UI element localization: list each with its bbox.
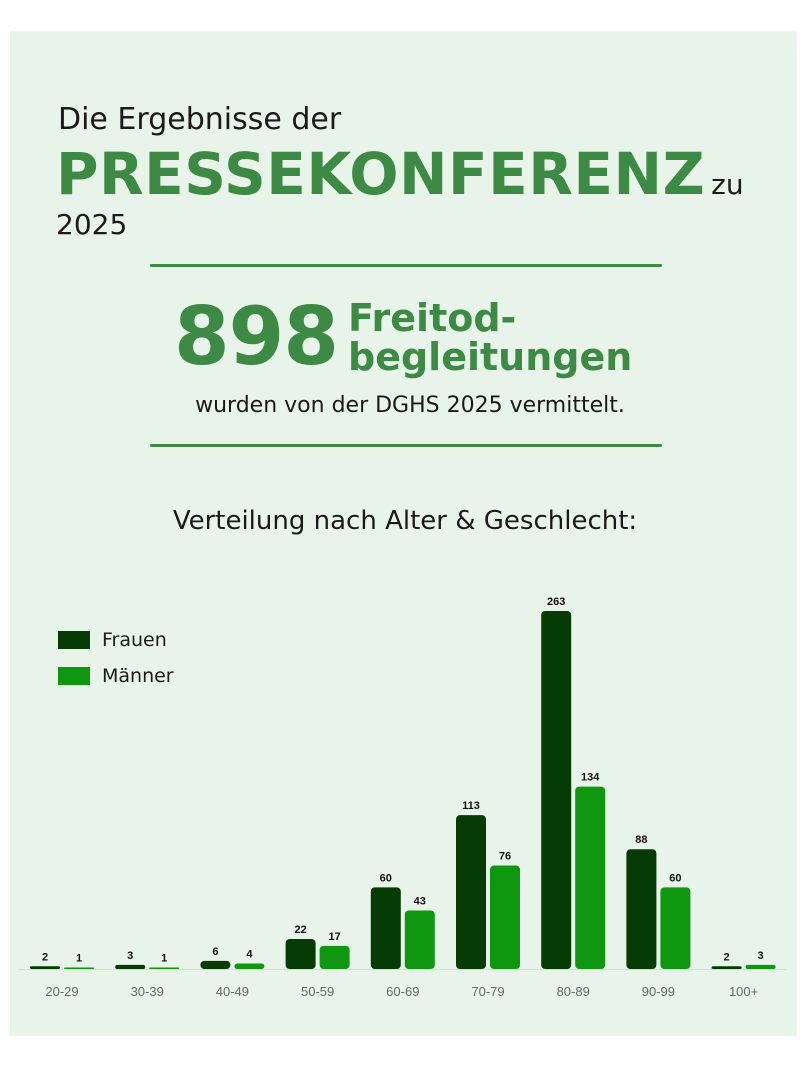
- x-tick-label: 100+: [729, 984, 758, 999]
- bar-value-label: 2: [724, 951, 730, 963]
- bar-frauen-100+: [711, 966, 742, 969]
- bar-value-label: 113: [462, 800, 480, 812]
- legend-label-frauen: Frauen: [102, 629, 167, 651]
- bar-maenner-20-29: [64, 967, 94, 969]
- divider-top: [150, 264, 662, 267]
- bar-value-label: 17: [328, 931, 340, 943]
- bar-maenner-70-79: [490, 865, 520, 969]
- bar-value-label: 263: [547, 596, 565, 608]
- stat-label-line2: begleitungen: [348, 335, 633, 379]
- stat-label-line1: Freitod-: [348, 296, 517, 340]
- divider-bottom: [150, 444, 662, 447]
- legend-swatch-frauen: [58, 631, 90, 649]
- bar-frauen-60-69: [370, 887, 401, 969]
- bar-value-label: 22: [294, 924, 306, 936]
- infographic-card: [10, 31, 797, 1036]
- bar-maenner-30-39: [149, 967, 180, 969]
- bar-maenner-60-69: [404, 910, 435, 969]
- bar-value-label: 134: [581, 772, 600, 784]
- x-tick-label: 90-99: [642, 984, 675, 999]
- chart-legend: Frauen Männer: [58, 622, 174, 694]
- bar-value-label: 43: [414, 895, 426, 907]
- bar-value-label: 1: [76, 953, 82, 965]
- x-tick-label: 60-69: [386, 984, 419, 999]
- bar-value-label: 3: [758, 950, 764, 962]
- section-title: Verteilung nach Alter & Geschlecht:: [172, 506, 638, 536]
- stat-number: 898: [174, 290, 339, 383]
- x-tick-label: 30-39: [131, 984, 164, 999]
- bar-value-label: 60: [669, 872, 681, 884]
- x-tick-label: 20-29: [45, 984, 78, 999]
- x-tick-label: 70-79: [471, 984, 504, 999]
- bar-frauen-50-59: [285, 939, 316, 969]
- bar-frauen-20-29: [30, 966, 60, 969]
- legend-item-frauen: Frauen: [58, 622, 174, 658]
- legend-item-maenner: Männer: [58, 658, 174, 694]
- bar-value-label: 2: [42, 951, 48, 963]
- header-line2: PRESSEKONFERENZ zu 2025: [56, 140, 800, 241]
- bar-maenner-90-99: [660, 887, 691, 969]
- x-tick-label: 80-89: [557, 984, 590, 999]
- bar-frauen-70-79: [456, 815, 486, 969]
- legend-swatch-maenner: [58, 667, 90, 685]
- header-year: zu 2025: [56, 168, 744, 241]
- bar-value-label: 3: [127, 950, 133, 962]
- bar-value-label: 76: [499, 851, 511, 863]
- stat-subtitle: wurden von der DGHS 2025 vermittelt.: [195, 393, 625, 418]
- bar-maenner-50-59: [319, 945, 350, 969]
- bar-frauen-80-89: [541, 611, 572, 969]
- bar-value-label: 6: [212, 946, 218, 958]
- bar-maenner-80-89: [575, 786, 606, 969]
- bar-value-label: 88: [635, 834, 647, 846]
- x-tick-label: 40-49: [216, 984, 249, 999]
- bar-frauen-30-39: [115, 964, 146, 969]
- legend-label-maenner: Männer: [102, 665, 174, 687]
- bar-frauen-40-49: [200, 960, 231, 969]
- header-line1: Die Ergebnisse der: [58, 102, 342, 137]
- bar-value-label: 60: [380, 872, 392, 884]
- x-tick-label: 50-59: [301, 984, 334, 999]
- bar-value-label: 4: [246, 949, 253, 961]
- bar-maenner-40-49: [234, 963, 265, 969]
- bar-frauen-90-99: [626, 849, 657, 969]
- bar-maenner-100+: [745, 964, 776, 969]
- bar-value-label: 1: [161, 953, 167, 965]
- header-big-title: PRESSEKONFERENZ: [56, 140, 706, 208]
